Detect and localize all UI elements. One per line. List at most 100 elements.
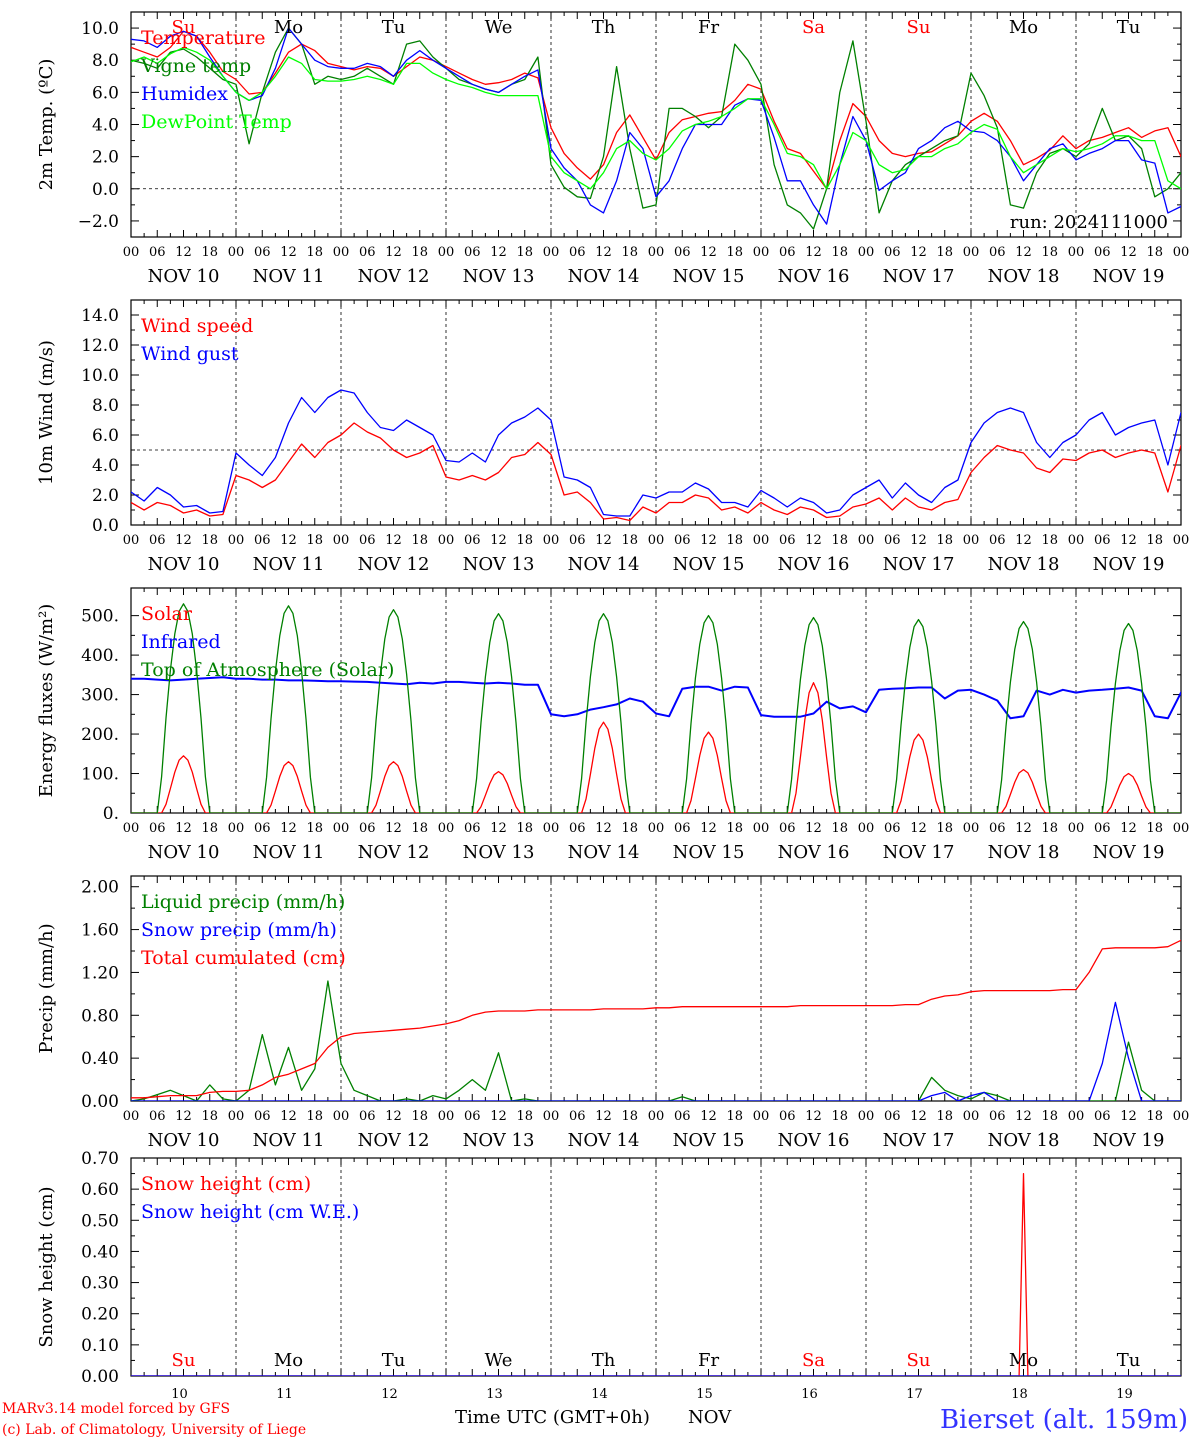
x-hour-label: 00 <box>438 1109 455 1124</box>
x-hour-label: 12 <box>910 245 927 260</box>
x-hour-label: 06 <box>989 245 1006 260</box>
x-hour-label: 12 <box>1120 1109 1137 1124</box>
x-hour-label: 00 <box>753 245 770 260</box>
x-date-label: NOV 16 <box>778 266 850 287</box>
x-hour-label: 18 <box>306 533 323 548</box>
y-tick-label: 14.0 <box>81 306 119 326</box>
x-hour-label: 18 <box>621 821 638 836</box>
x-date-label: NOV 13 <box>463 266 535 287</box>
x-hour-label: 12 <box>595 821 612 836</box>
x-hour-label: 12 <box>280 533 297 548</box>
x-hour-label: 00 <box>123 1109 140 1124</box>
x-hour-label: 00 <box>228 1109 245 1124</box>
x-hour-label: 00 <box>228 245 245 260</box>
x-hour-label: 06 <box>884 821 901 836</box>
x-hour-label: 18 <box>621 245 638 260</box>
x-hour-label: 06 <box>779 533 796 548</box>
x-date-label: NOV 16 <box>778 554 850 575</box>
legend-entry: Wind speed <box>141 315 253 337</box>
x-day-number: 11 <box>276 1387 293 1402</box>
weekday-label: Sa <box>802 1350 825 1371</box>
x-hour-label: 18 <box>1146 1109 1163 1124</box>
x-hour-label: 06 <box>674 821 691 836</box>
legend-entry: Top of Atmosphere (Solar) <box>141 659 394 681</box>
x-hour-label: 12 <box>1120 245 1137 260</box>
x-date-label: NOV 18 <box>988 266 1060 287</box>
x-hour-label: 00 <box>1173 821 1190 836</box>
x-hour-label: 06 <box>149 1109 166 1124</box>
x-date-label: NOV 10 <box>148 842 220 863</box>
y-axis-label: Energy fluxes (W/m²) <box>36 604 57 798</box>
x-hour-label: 06 <box>464 533 481 548</box>
station-name: Bierset (alt. 159m) <box>940 1405 1188 1435</box>
x-hour-label: 06 <box>989 821 1006 836</box>
x-day-number: 17 <box>906 1387 923 1402</box>
x-hour-label: 00 <box>333 533 350 548</box>
legend-entry: Snow height (cm W.E.) <box>141 1201 359 1223</box>
y-tick-label: 4.0 <box>92 456 119 476</box>
x-hour-label: 00 <box>1173 533 1190 548</box>
x-hour-label: 18 <box>1041 1109 1058 1124</box>
x-axis-month: NOV <box>688 1407 732 1428</box>
series-wind-speed <box>131 422 1181 522</box>
x-hour-label: 06 <box>884 533 901 548</box>
x-day-number: 10 <box>171 1387 188 1402</box>
y-tick-label: 0.00 <box>81 1092 119 1112</box>
x-hour-label: 06 <box>359 1109 376 1124</box>
x-hour-label: 12 <box>280 1109 297 1124</box>
x-date-label: NOV 12 <box>358 554 430 575</box>
x-hour-label: 00 <box>858 821 875 836</box>
x-hour-label: 00 <box>858 1109 875 1124</box>
y-tick-label: 0.50 <box>81 1211 119 1231</box>
x-date-label: NOV 17 <box>883 266 955 287</box>
x-date-label: NOV 17 <box>883 1130 955 1151</box>
x-hour-label: 12 <box>805 1109 822 1124</box>
y-tick-label: 6.0 <box>92 83 119 103</box>
x-hour-label: 06 <box>359 245 376 260</box>
y-tick-label: 0.40 <box>81 1242 119 1262</box>
legend-entry: Snow precip (mm/h) <box>141 919 337 941</box>
x-hour-label: 12 <box>595 245 612 260</box>
y-tick-label: 300. <box>81 686 119 706</box>
y-tick-label: 2.0 <box>92 148 119 168</box>
x-hour-label: 06 <box>149 533 166 548</box>
x-hour-label: 18 <box>1041 821 1058 836</box>
series-group <box>131 603 1181 813</box>
x-hour-label: 00 <box>963 533 980 548</box>
x-hour-label: 18 <box>516 1109 533 1124</box>
x-hour-label: 00 <box>333 1109 350 1124</box>
y-tick-label: 6.0 <box>92 426 119 446</box>
weekday-label: Su <box>907 17 931 38</box>
x-date-label: NOV 14 <box>568 842 640 863</box>
x-hour-label: 18 <box>1146 821 1163 836</box>
weekday-label: Tu <box>382 17 406 38</box>
x-hour-label: 00 <box>123 821 140 836</box>
x-hour-label: 06 <box>989 1109 1006 1124</box>
x-hour-label: 06 <box>569 245 586 260</box>
credit-line-2: (c) Lab. of Climatology, University of L… <box>2 1422 306 1438</box>
x-hour-label: 12 <box>490 245 507 260</box>
x-date-label: NOV 12 <box>358 842 430 863</box>
x-hour-label: 00 <box>1068 1109 1085 1124</box>
y-axis-label: 10m Wind (m/s) <box>36 340 57 485</box>
x-hour-label: 18 <box>831 821 848 836</box>
x-hour-label: 06 <box>884 245 901 260</box>
x-date-label: NOV 13 <box>463 1130 535 1151</box>
panel-4: 0.00 0.40 0.80 1.20 1.60 2.00 Precip (mm/h) Liq… <box>36 875 1189 1151</box>
weekday-label: Mo <box>274 17 303 38</box>
x-day-number: 13 <box>486 1387 503 1402</box>
x-hour-label: 18 <box>726 533 743 548</box>
y-tick-label: 1.60 <box>81 921 119 941</box>
legend-entry: Snow height (cm) <box>141 1173 311 1195</box>
x-hour-label: 12 <box>175 533 192 548</box>
x-axis-label: Time UTC (GMT+0h) <box>455 1407 650 1428</box>
x-date-label: NOV 17 <box>883 842 955 863</box>
x-date-label: NOV 11 <box>253 842 325 863</box>
legend-entry: Humidex <box>141 83 228 105</box>
x-hour-label: 00 <box>858 533 875 548</box>
x-hour-label: 06 <box>779 1109 796 1124</box>
x-hour-label: 00 <box>543 245 560 260</box>
x-hour-label: 12 <box>700 821 717 836</box>
x-hour-label: 06 <box>254 821 271 836</box>
